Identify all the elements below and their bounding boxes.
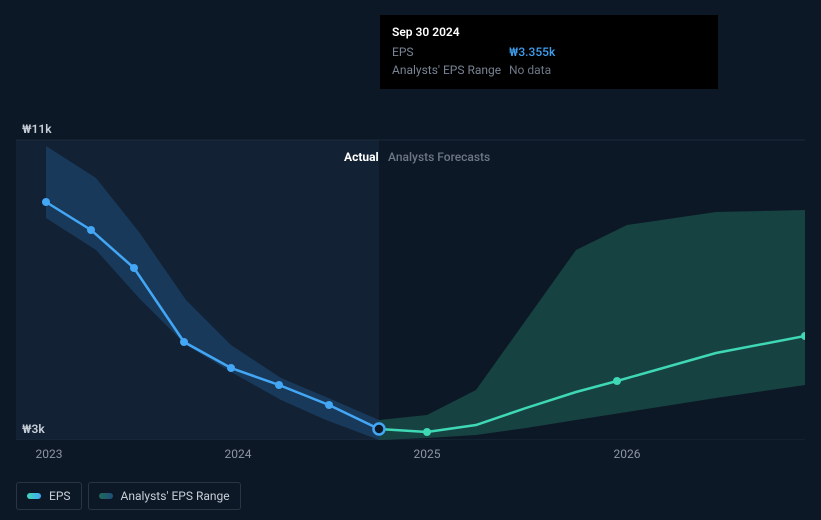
chart-svg [16,120,805,440]
x-axis: 2023 2024 2025 2026 [16,447,805,467]
y-axis-tick-min: ₩3k [16,422,45,436]
eps-chart[interactable]: ₩11k ₩3k Actual Analysts Forecasts [16,120,805,440]
x-tick-2024: 2024 [225,447,252,461]
x-tick-2023: 2023 [36,447,63,461]
actual-region-label: Actual [344,150,379,164]
tooltip-row-eps: EPS ₩3.355k [392,43,706,61]
y-axis-tick-max: ₩11k [16,122,52,136]
tooltip-row-range: Analysts' EPS Range No data [392,61,706,79]
tooltip-key-range: Analysts' EPS Range [392,61,509,79]
chart-tooltip: Sep 30 2024 EPS ₩3.355k Analysts' EPS Ra… [380,15,718,89]
legend-swatch-range [99,493,113,499]
legend-item-range[interactable]: Analysts' EPS Range [88,482,241,510]
x-tick-2025: 2025 [414,447,441,461]
legend-item-eps[interactable]: EPS [16,482,82,510]
legend-label-range: Analysts' EPS Range [121,489,230,503]
tooltip-key-eps: EPS [392,43,509,61]
legend-swatch-eps [27,493,41,499]
x-tick-2026: 2026 [614,447,641,461]
chart-legend: EPS Analysts' EPS Range [16,482,241,510]
tooltip-date: Sep 30 2024 [392,25,706,39]
legend-label-eps: EPS [49,489,71,503]
forecast-region-label: Analysts Forecasts [388,150,490,164]
tooltip-value-range: No data [509,61,551,79]
tooltip-value-eps: ₩3.355k [509,43,555,61]
